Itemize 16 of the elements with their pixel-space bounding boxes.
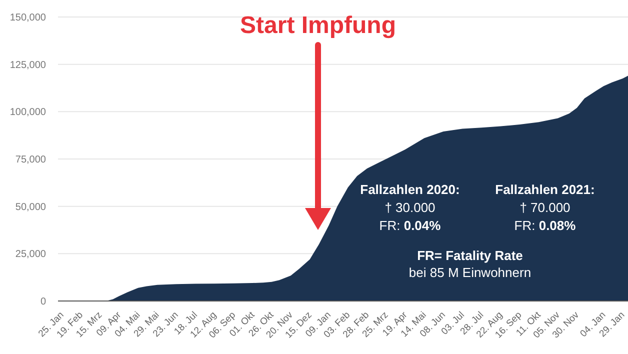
annotation: Fallzahlen 2020: — [360, 182, 460, 197]
y-tick-label: 100,000 — [10, 107, 46, 118]
y-tick-label: 50,000 — [15, 202, 46, 213]
y-tick-label: 0 — [40, 296, 46, 308]
y-tick-label: 150,000 — [10, 12, 46, 24]
y-tick-label: 125,000 — [10, 60, 46, 71]
annotation: Start Impfung — [240, 12, 396, 39]
annotation: bei 85 M Einwohnern — [408, 265, 532, 280]
annotation: Fallzahlen 2021: — [495, 182, 595, 197]
annotation: † 70.000 — [520, 200, 570, 215]
y-tick-label: 75,000 — [15, 154, 46, 166]
annotation: FR: 0.04% — [379, 218, 442, 233]
annotation: FR: 0.08% — [514, 218, 576, 233]
y-tick-label: 25,000 — [15, 249, 46, 260]
annotation: FR= Fatality Rate — [417, 248, 523, 263]
annotation: † 30.000 — [384, 200, 436, 215]
